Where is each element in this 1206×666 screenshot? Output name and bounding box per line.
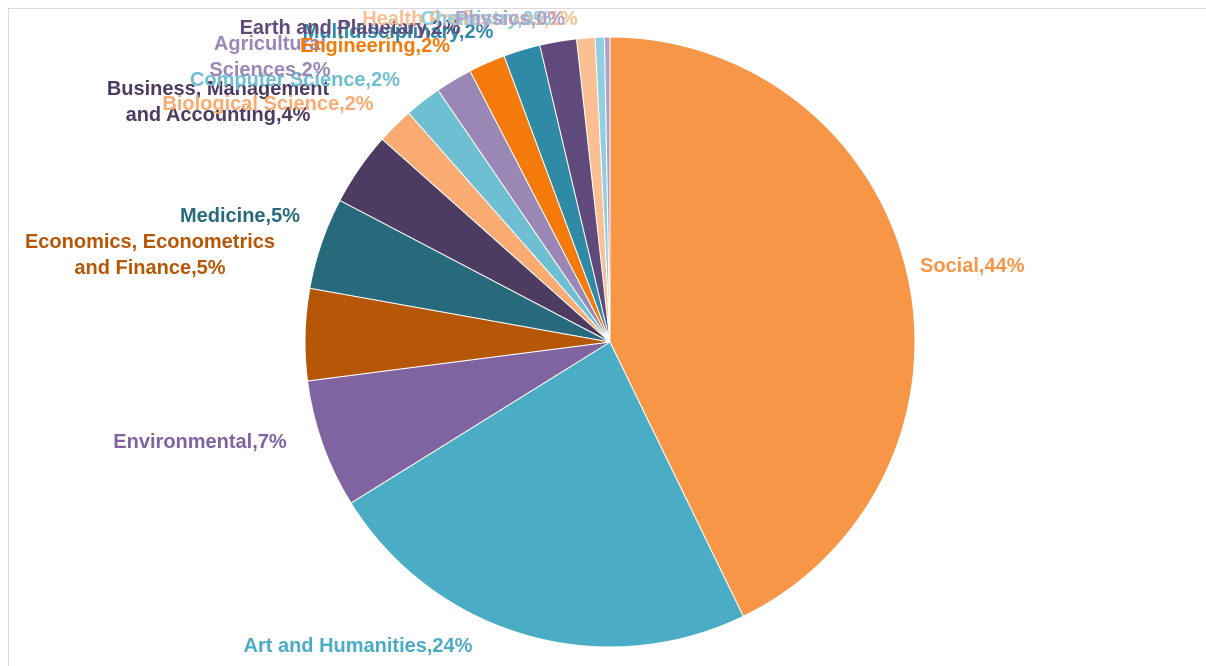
slice-label-computer-science: Computer Science,2% [190, 69, 400, 91]
slice-label-medicine: Medicine,5% [180, 205, 300, 227]
slice-label-business-management-and-accounting: Business, Management and Accounting,4% [107, 78, 330, 126]
slice-label-art-and-humanities: Art and Humanities,24% [244, 635, 473, 657]
pie-slice-social [609, 36, 916, 617]
slice-label-economics-econometrics-and-finance: Economics, Econometrics and Finance,5% [25, 231, 275, 279]
slice-label-engineering: Engineering,2% [300, 35, 450, 57]
slice-label-agricultural-sciences: Agricultural Sciences,2% [209, 33, 330, 81]
slice-label-multidisciplinary: Multidisciplinary,2% [303, 21, 494, 43]
pie-slice-physics [603, 36, 611, 343]
slice-label-chemistry: Chemistry,0% [421, 8, 552, 30]
pie-slice-environmental [306, 341, 611, 504]
slice-label-earth-and-planetary-sciences: Earth and Planetary,2% [240, 17, 461, 39]
chart-frame [8, 8, 1206, 666]
pie-slices [304, 36, 916, 648]
slice-label-physics: Physics,0% [455, 8, 565, 30]
slice-label-social: Social,44% [920, 255, 1025, 277]
pie-slice-art-and-humanities [350, 341, 744, 648]
slice-label-biological-science: Biological Science,2% [162, 93, 373, 115]
slice-label-environmental: Environmental,7% [113, 431, 287, 453]
slice-label-health-professions: Health Professions,1% [362, 8, 578, 30]
pie-labels: Social,44% Art and Humanities,24% Environm… [25, 8, 1025, 657]
